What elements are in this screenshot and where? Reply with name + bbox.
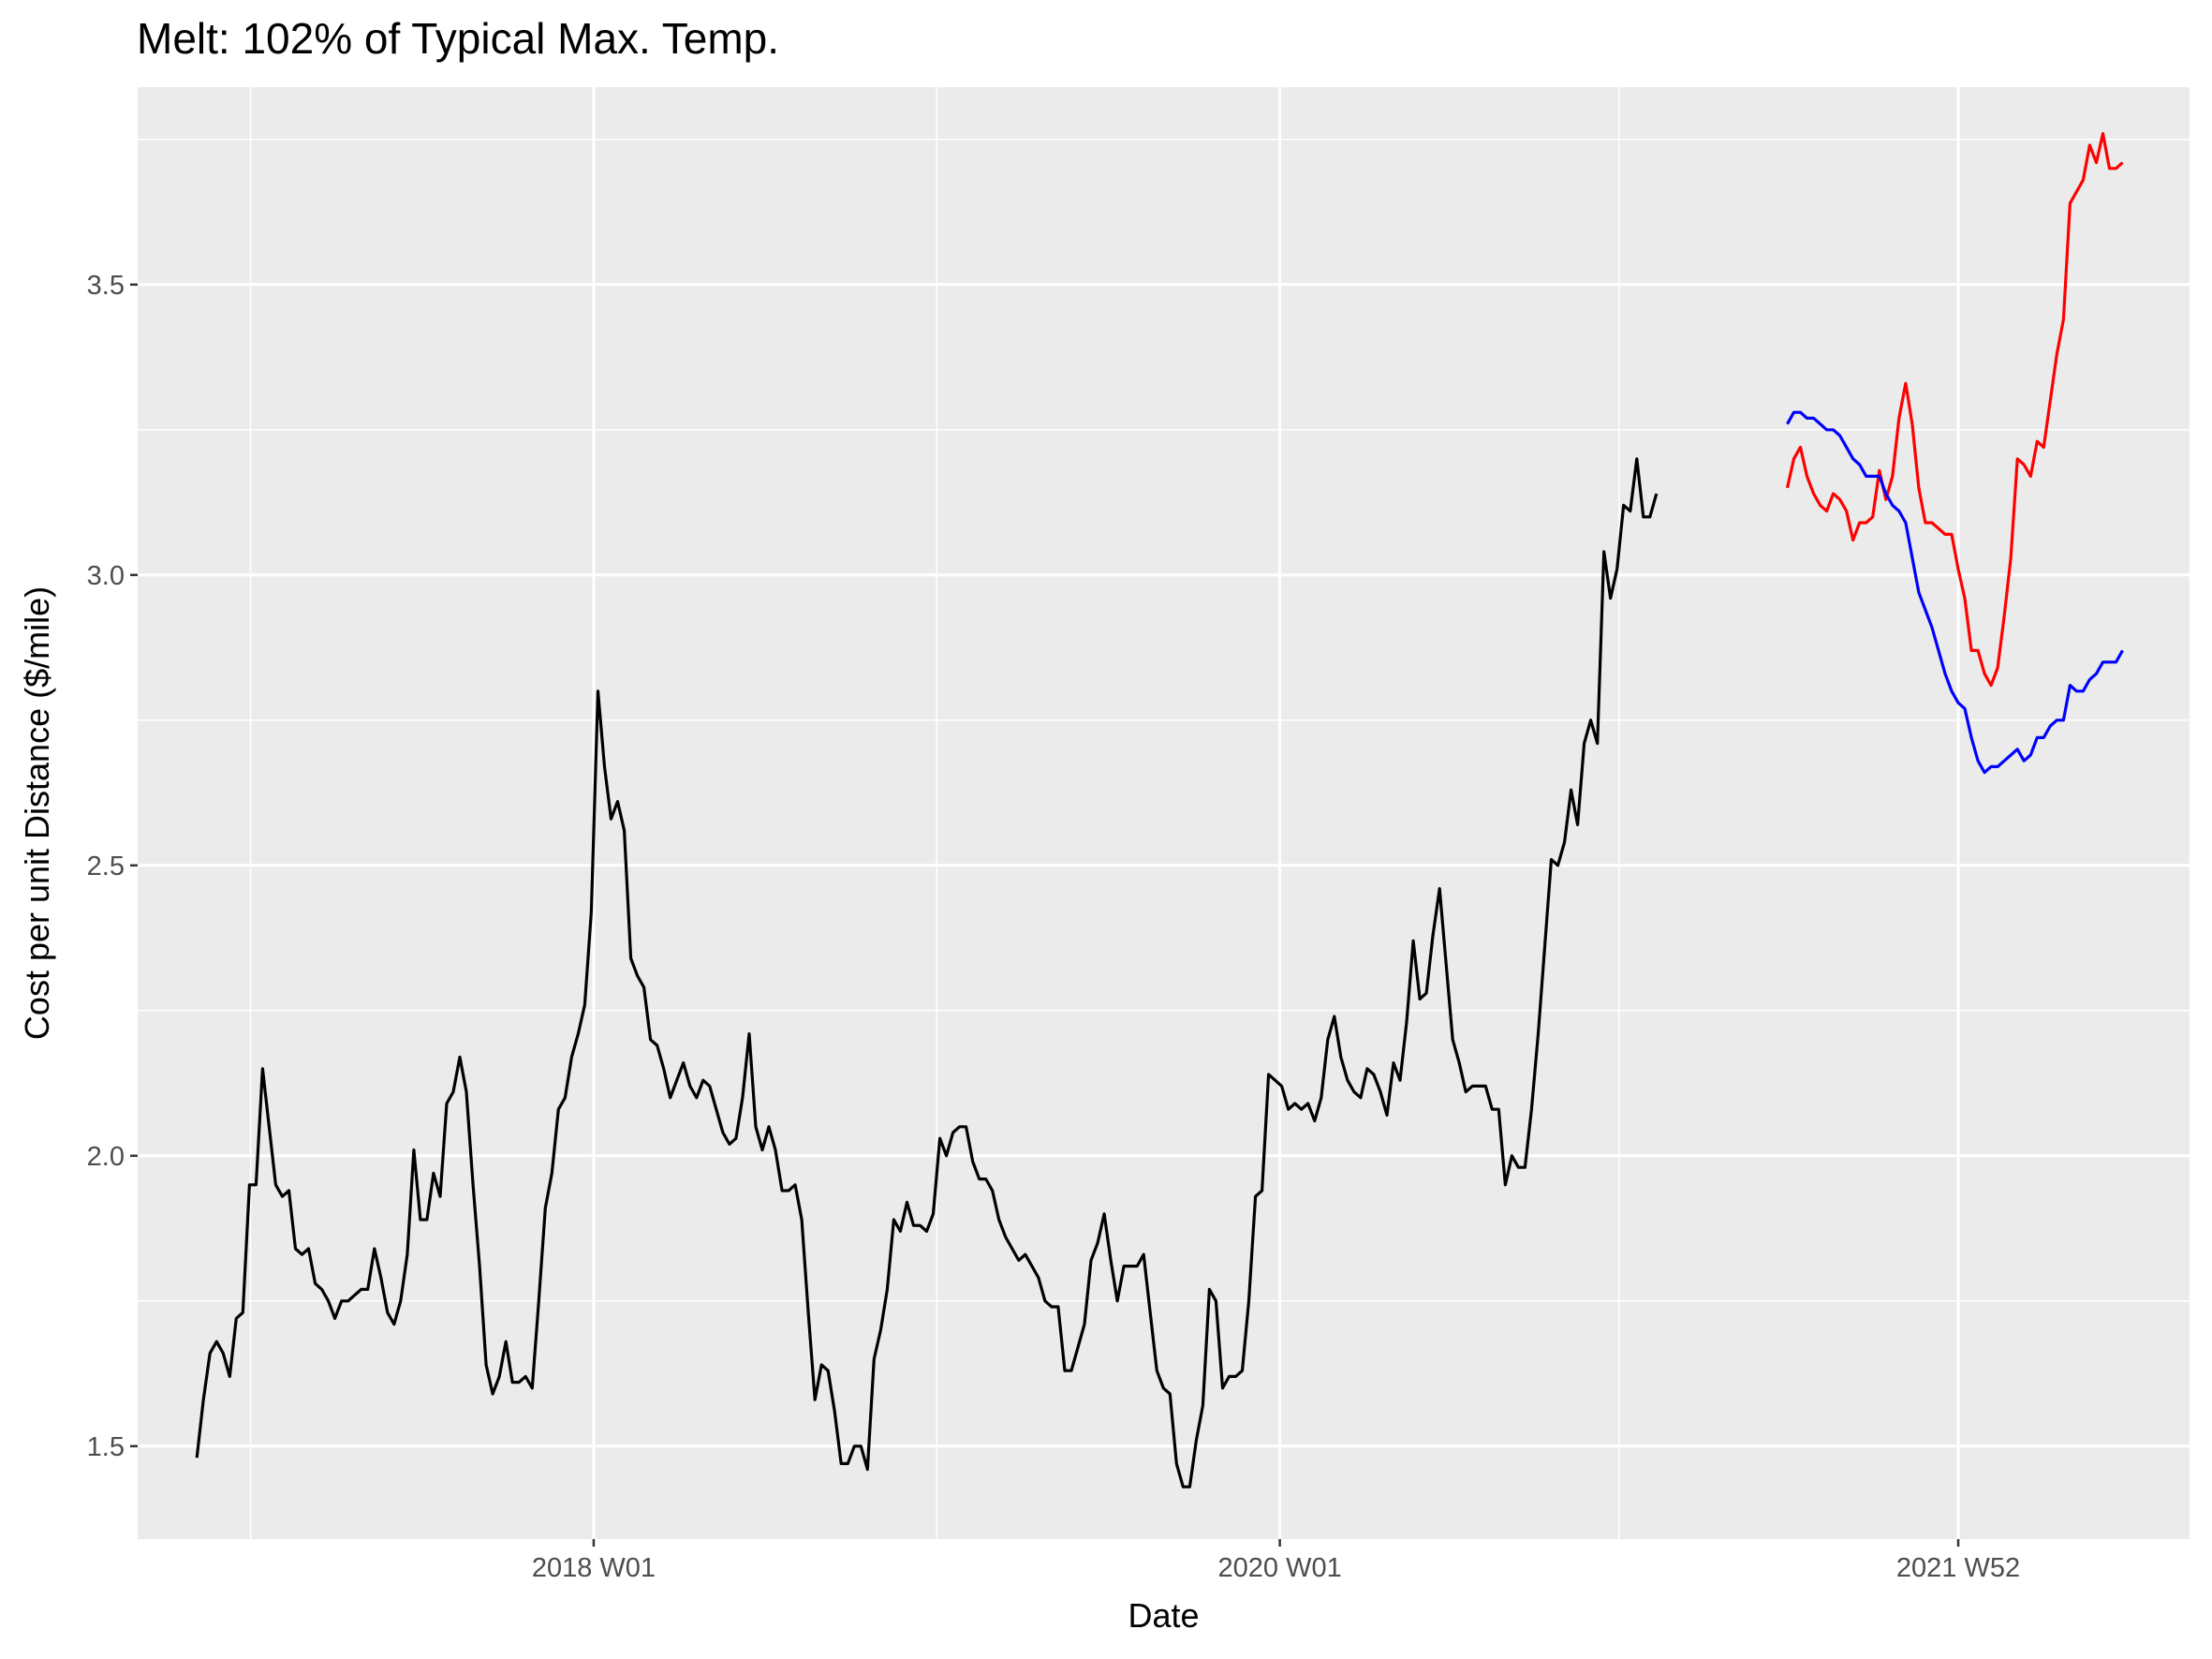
x-tick-label: 2020 W01 <box>1218 1553 1342 1583</box>
plot-panel <box>138 87 2190 1539</box>
x-tick-label: 2018 W01 <box>532 1553 656 1583</box>
y-tick-label: 1.5 <box>87 1432 125 1462</box>
series-line-1 <box>195 457 1659 1489</box>
series-line-3 <box>1786 410 2124 775</box>
chart-title: Melt: 102% of Typical Max. Temp. <box>137 14 780 63</box>
axis-ticks <box>130 283 1960 1547</box>
x-axis-title: Date <box>1128 1596 1199 1635</box>
series-layer <box>195 132 2124 1489</box>
series-line-2 <box>1785 132 2124 688</box>
y-tick-label: 3.0 <box>87 561 125 591</box>
y-axis-title: Cost per unit Distance ($/mile) <box>18 586 56 1040</box>
y-tick-label: 3.5 <box>87 271 125 301</box>
y-tick-label: 2.5 <box>87 852 125 881</box>
y-tick-label: 2.0 <box>87 1142 125 1172</box>
minor-gridlines <box>138 87 2190 1539</box>
x-tick-label: 2021 W52 <box>1896 1553 2020 1583</box>
tick-labels: 1.5 2.0 2.5 3.0 3.5 2018 W01 2020 W01 2021 W52 <box>87 271 2020 1583</box>
